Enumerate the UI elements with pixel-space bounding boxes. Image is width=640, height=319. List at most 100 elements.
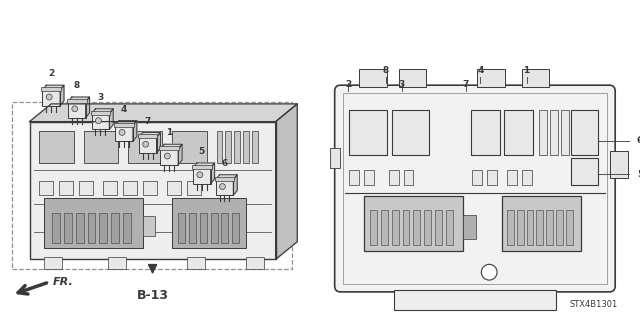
Bar	[111, 213, 119, 243]
Bar	[84, 131, 118, 163]
Bar	[216, 180, 234, 196]
Bar	[103, 181, 117, 195]
Bar	[507, 170, 516, 185]
Bar	[211, 213, 218, 243]
Bar	[522, 170, 532, 185]
Bar	[214, 177, 234, 181]
Bar	[88, 213, 95, 243]
Bar	[364, 197, 463, 250]
Bar	[187, 257, 205, 269]
Bar	[67, 99, 86, 103]
Text: 6: 6	[637, 137, 640, 145]
Circle shape	[143, 141, 148, 147]
Bar	[59, 181, 73, 195]
Polygon shape	[276, 104, 297, 259]
Bar	[167, 181, 181, 195]
Text: STX4B1301: STX4B1301	[570, 300, 618, 308]
Bar	[221, 213, 228, 243]
Bar	[52, 213, 60, 243]
Circle shape	[481, 264, 497, 280]
Bar	[507, 210, 514, 245]
Text: B-13: B-13	[136, 289, 168, 302]
Text: FR.: FR.	[53, 277, 74, 287]
Text: 3: 3	[399, 80, 404, 89]
Bar	[189, 213, 196, 243]
Polygon shape	[29, 104, 297, 122]
Bar	[68, 102, 86, 118]
Circle shape	[164, 153, 170, 159]
Bar	[571, 110, 598, 155]
Bar	[161, 149, 178, 165]
Bar	[64, 213, 72, 243]
Bar	[76, 213, 84, 243]
Bar	[40, 131, 74, 163]
Bar	[216, 131, 223, 163]
Polygon shape	[115, 121, 137, 126]
Text: 5: 5	[637, 170, 640, 179]
Bar	[504, 110, 534, 155]
Text: 6: 6	[221, 159, 228, 168]
Bar	[527, 210, 534, 245]
Bar	[139, 137, 157, 153]
Bar	[389, 170, 399, 185]
Bar	[12, 102, 292, 269]
Bar	[571, 158, 598, 185]
Text: 8: 8	[74, 81, 80, 90]
Polygon shape	[234, 175, 237, 196]
Bar	[123, 181, 137, 195]
Bar	[44, 198, 143, 248]
Bar	[42, 87, 61, 91]
Text: 1: 1	[166, 128, 172, 137]
Bar	[225, 131, 231, 163]
Bar	[92, 114, 109, 130]
Bar	[446, 210, 452, 245]
Bar	[502, 197, 580, 250]
Bar	[243, 131, 249, 163]
Bar	[522, 70, 549, 87]
Bar	[399, 70, 426, 87]
Text: 2: 2	[48, 69, 54, 78]
Bar	[349, 110, 387, 155]
Bar	[392, 110, 429, 155]
Bar	[123, 213, 131, 243]
Circle shape	[220, 184, 225, 189]
Bar	[115, 126, 133, 141]
Bar	[359, 70, 387, 87]
Bar	[234, 131, 240, 163]
Circle shape	[46, 94, 52, 100]
Bar	[349, 170, 359, 185]
Bar	[556, 210, 563, 245]
Bar	[364, 170, 374, 185]
Bar	[246, 257, 264, 269]
Bar	[143, 216, 154, 236]
Circle shape	[72, 106, 78, 112]
Text: 7: 7	[462, 80, 468, 89]
Polygon shape	[92, 109, 113, 114]
Polygon shape	[139, 132, 161, 137]
Polygon shape	[211, 163, 214, 184]
Bar	[582, 110, 591, 155]
Text: 8: 8	[383, 66, 389, 75]
Bar	[79, 181, 93, 195]
Bar	[472, 170, 483, 185]
Polygon shape	[86, 97, 90, 118]
Text: 3: 3	[97, 93, 104, 102]
Bar	[394, 290, 556, 310]
Text: 2: 2	[346, 80, 351, 89]
Bar	[114, 122, 134, 127]
Circle shape	[95, 118, 101, 123]
Bar	[370, 210, 377, 245]
Text: 5: 5	[198, 147, 205, 156]
Bar	[536, 210, 543, 245]
Bar	[90, 111, 110, 115]
Bar	[187, 181, 201, 195]
Bar	[138, 134, 157, 138]
Text: 4: 4	[121, 105, 127, 114]
Bar	[572, 110, 580, 155]
Bar	[547, 210, 553, 245]
Polygon shape	[133, 121, 137, 141]
Bar	[403, 210, 410, 245]
Text: 7: 7	[145, 116, 151, 126]
Bar	[29, 122, 276, 259]
Bar	[477, 70, 505, 87]
